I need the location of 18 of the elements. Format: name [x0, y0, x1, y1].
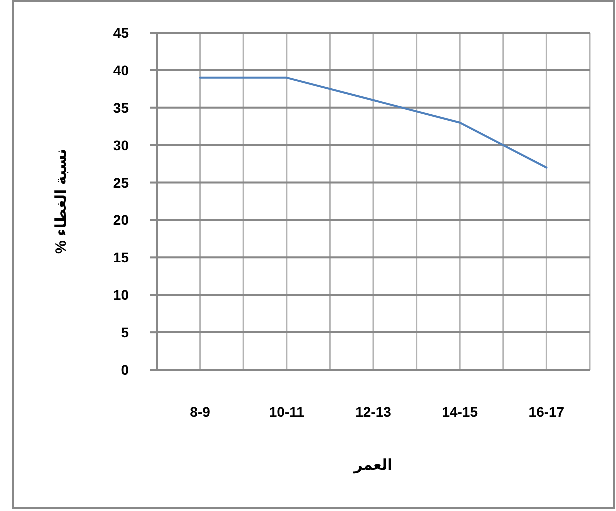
y-tick-label: 30 — [113, 137, 130, 154]
y-tick-label: 45 — [113, 25, 130, 41]
line-series — [199, 76, 548, 169]
x-tick-label: 16-17 — [528, 404, 565, 420]
y-tick-label: 40 — [113, 62, 130, 78]
y-tick-label: 10 — [113, 287, 130, 304]
y-tick-label: 35 — [113, 100, 130, 116]
x-axis-title: العمر — [353, 457, 393, 474]
x-tick-label: 10-11 — [269, 404, 305, 420]
y-tick-label: 15 — [113, 250, 130, 266]
x-tick-label: 14-15 — [442, 404, 478, 420]
y-tick-label: 5 — [121, 324, 130, 341]
y-tick-label: 20 — [113, 212, 130, 228]
x-tick-label: 8-9 — [190, 404, 211, 420]
y-axis-title: نسبة الغطاء % — [53, 149, 70, 254]
x-tick-label: 12-13 — [356, 404, 392, 420]
y-tick-label: 0 — [121, 362, 130, 378]
y-tick-label: 25 — [113, 174, 130, 191]
